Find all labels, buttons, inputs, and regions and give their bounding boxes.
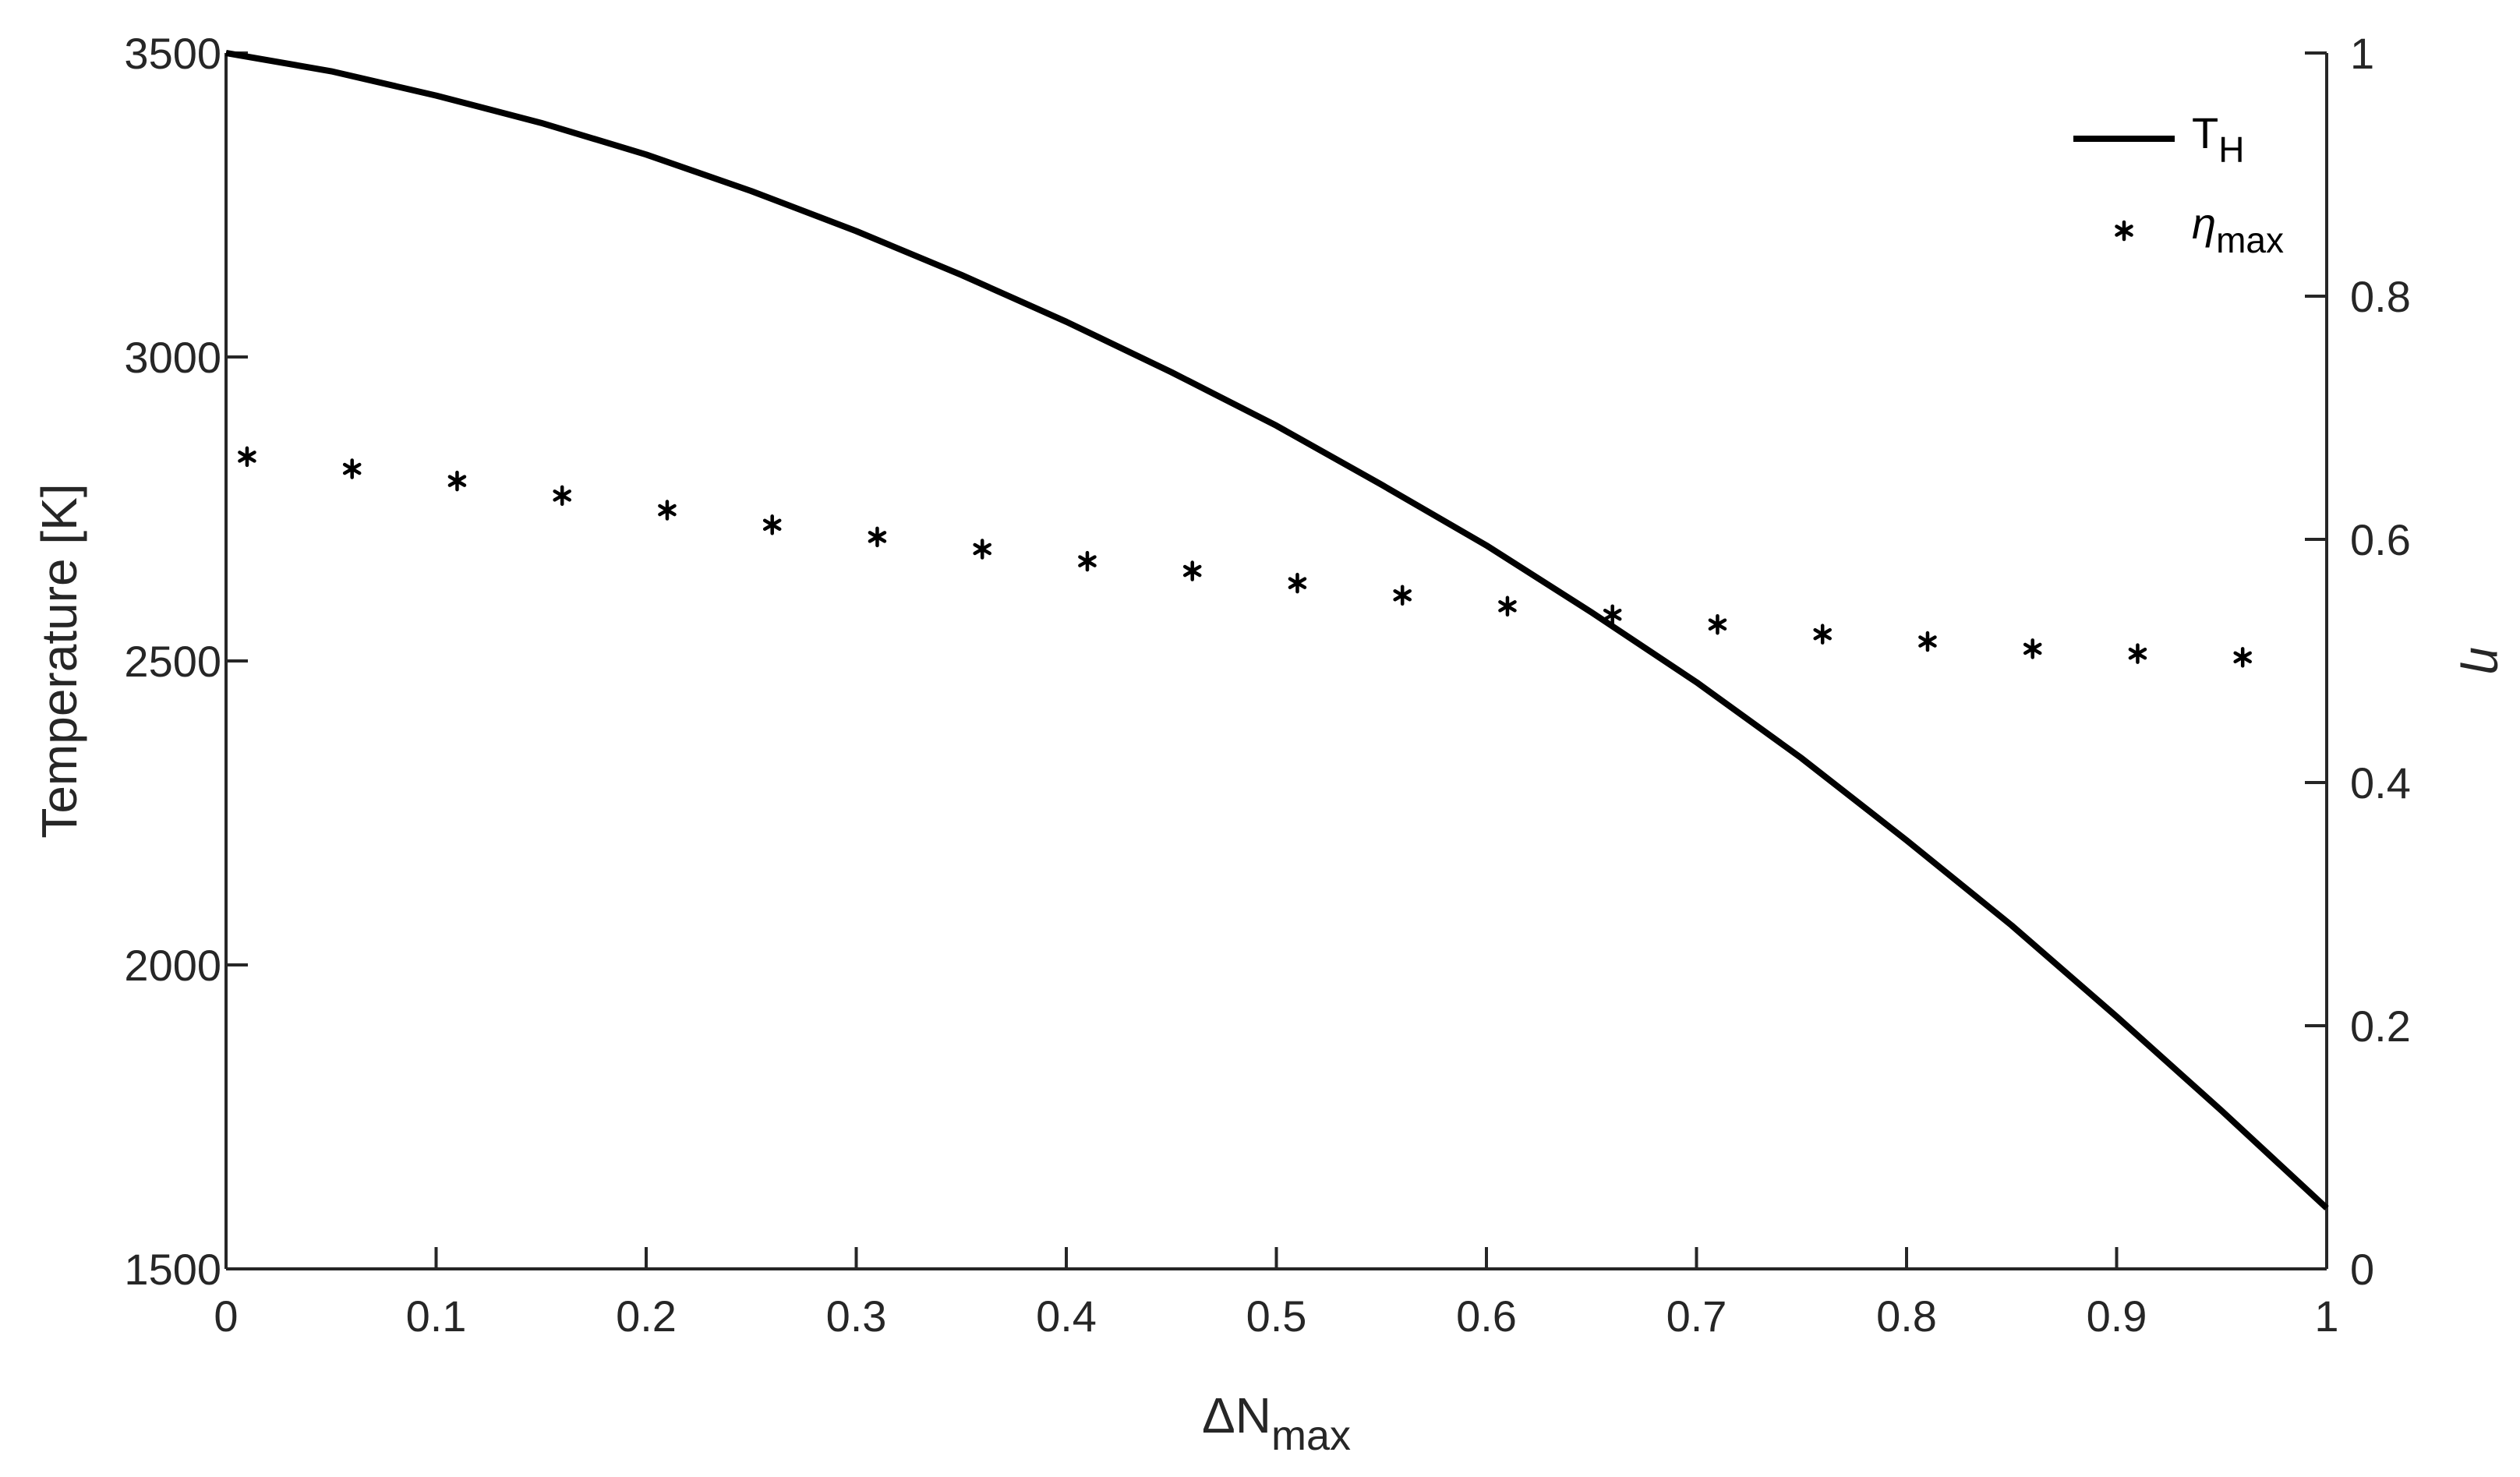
- right-y-tick-label: 0.4: [2350, 758, 2411, 807]
- series-eta-markers: [238, 446, 2252, 668]
- legend-asterisk-swatch: [2115, 220, 2133, 242]
- x-tick-label: 0.2: [616, 1291, 677, 1341]
- eta-marker-point: [2233, 647, 2252, 668]
- eta-marker-point: [762, 514, 782, 535]
- legend-label-eta-main: η: [2192, 199, 2216, 248]
- right-y-tick-label: 0: [2350, 1245, 2374, 1294]
- right-y-axis-ticks: 0 0.2 0.4 0.6 0.8 1: [2305, 29, 2411, 1294]
- eta-marker-point: [2023, 638, 2042, 659]
- left-y-axis-title: Temperature [K]: [31, 483, 87, 838]
- legend-label-th: TH: [2192, 108, 2244, 170]
- x-tick-label: 0.4: [1036, 1291, 1097, 1341]
- asterisk-stroke: [2233, 651, 2252, 664]
- asterisk-stroke: [447, 475, 467, 487]
- asterisk-stroke: [1078, 555, 1097, 567]
- eta-marker-point: [1393, 585, 1412, 606]
- eta-marker-point: [973, 539, 991, 560]
- x-axis-title: ΔNmax: [1202, 1387, 1351, 1459]
- eta-marker-point: [1813, 624, 1832, 645]
- x-axis-ticks: 0 0.1 0.2 0.3 0.4 0.5 0.6 0.7 0.8 0.9 1: [214, 1247, 2339, 1341]
- eta-marker-point: [1078, 550, 1097, 572]
- eta-marker-point: [658, 500, 677, 521]
- legend-label-eta: ηmax: [2192, 199, 2284, 260]
- asterisk-stroke: [238, 451, 256, 463]
- eta-marker-point: [238, 446, 256, 468]
- x-axis-title-main: ΔN: [1202, 1387, 1271, 1443]
- x-tick-label: 0: [214, 1291, 238, 1341]
- eta-marker-point: [2128, 643, 2147, 664]
- asterisk-stroke: [1708, 618, 1727, 631]
- asterisk-stroke: [973, 542, 991, 556]
- left-y-tick-label: 3000: [124, 333, 221, 382]
- eta-marker-point: [1603, 604, 1622, 625]
- right-y-tick-label: 0.2: [2350, 1002, 2411, 1051]
- eta-marker-point: [1708, 613, 1727, 635]
- asterisk-stroke: [2128, 647, 2147, 660]
- x-axis-title-sub: max: [1271, 1412, 1351, 1459]
- eta-marker-point: [868, 526, 887, 548]
- right-y-tick-label: 0.6: [2350, 515, 2411, 564]
- left-y-tick-label: 2000: [124, 941, 221, 990]
- right-y-tick-label: 1: [2350, 29, 2374, 78]
- eta-marker-point: [1498, 595, 1517, 617]
- asterisk-stroke: [553, 489, 571, 502]
- series-th-line: [225, 50, 2329, 1210]
- eta-marker-point: [1288, 572, 1307, 594]
- eta-marker-point: [1918, 631, 1937, 652]
- right-y-axis-title: η: [2460, 647, 2516, 675]
- right-y-tick-label: 0.8: [2350, 272, 2411, 321]
- legend-label-th-main: T: [2192, 108, 2218, 157]
- asterisk-stroke: [1393, 589, 1412, 602]
- eta-marker-point: [447, 470, 467, 492]
- x-tick-label: 0.9: [2087, 1291, 2147, 1341]
- asterisk-stroke: [868, 531, 887, 543]
- left-y-tick-label: 3500: [124, 29, 221, 78]
- x-tick-label: 0.8: [1876, 1291, 1937, 1341]
- asterisk-stroke: [658, 504, 677, 517]
- eta-marker-point: [342, 458, 362, 479]
- x-tick-label: 0.7: [1666, 1291, 1727, 1341]
- asterisk-stroke: [1813, 627, 1832, 641]
- legend-label-th-sub: H: [2218, 129, 2244, 170]
- legend-asterisk: [2115, 220, 2133, 242]
- asterisk-stroke: [2023, 642, 2042, 655]
- asterisk-stroke: [1918, 635, 1937, 648]
- asterisk-stroke: [342, 462, 362, 475]
- legend-label-eta-sub: max: [2216, 220, 2284, 260]
- series-layer: [225, 50, 2329, 1210]
- legend: TH ηmax: [2073, 108, 2284, 260]
- asterisk-stroke: [1603, 608, 1622, 621]
- left-y-axis-ticks: 1500 2000 2500 3000 3500: [124, 29, 248, 1294]
- left-y-tick-label: 1500: [124, 1245, 221, 1294]
- asterisk-stroke: [762, 518, 782, 532]
- asterisk-stroke: [1498, 600, 1517, 613]
- eta-marker-point: [553, 485, 571, 507]
- x-tick-label: 0.1: [406, 1291, 467, 1341]
- x-tick-label: 0.5: [1246, 1291, 1307, 1341]
- asterisk-stroke: [2115, 224, 2133, 237]
- left-y-tick-label: 2500: [124, 637, 221, 686]
- x-tick-label: 0.3: [826, 1291, 887, 1341]
- asterisk-stroke: [1182, 564, 1202, 578]
- x-tick-label: 1: [2314, 1291, 2338, 1341]
- asterisk-stroke: [1288, 577, 1307, 589]
- x-tick-label: 0.6: [1456, 1291, 1517, 1341]
- eta-marker-point: [1182, 560, 1202, 581]
